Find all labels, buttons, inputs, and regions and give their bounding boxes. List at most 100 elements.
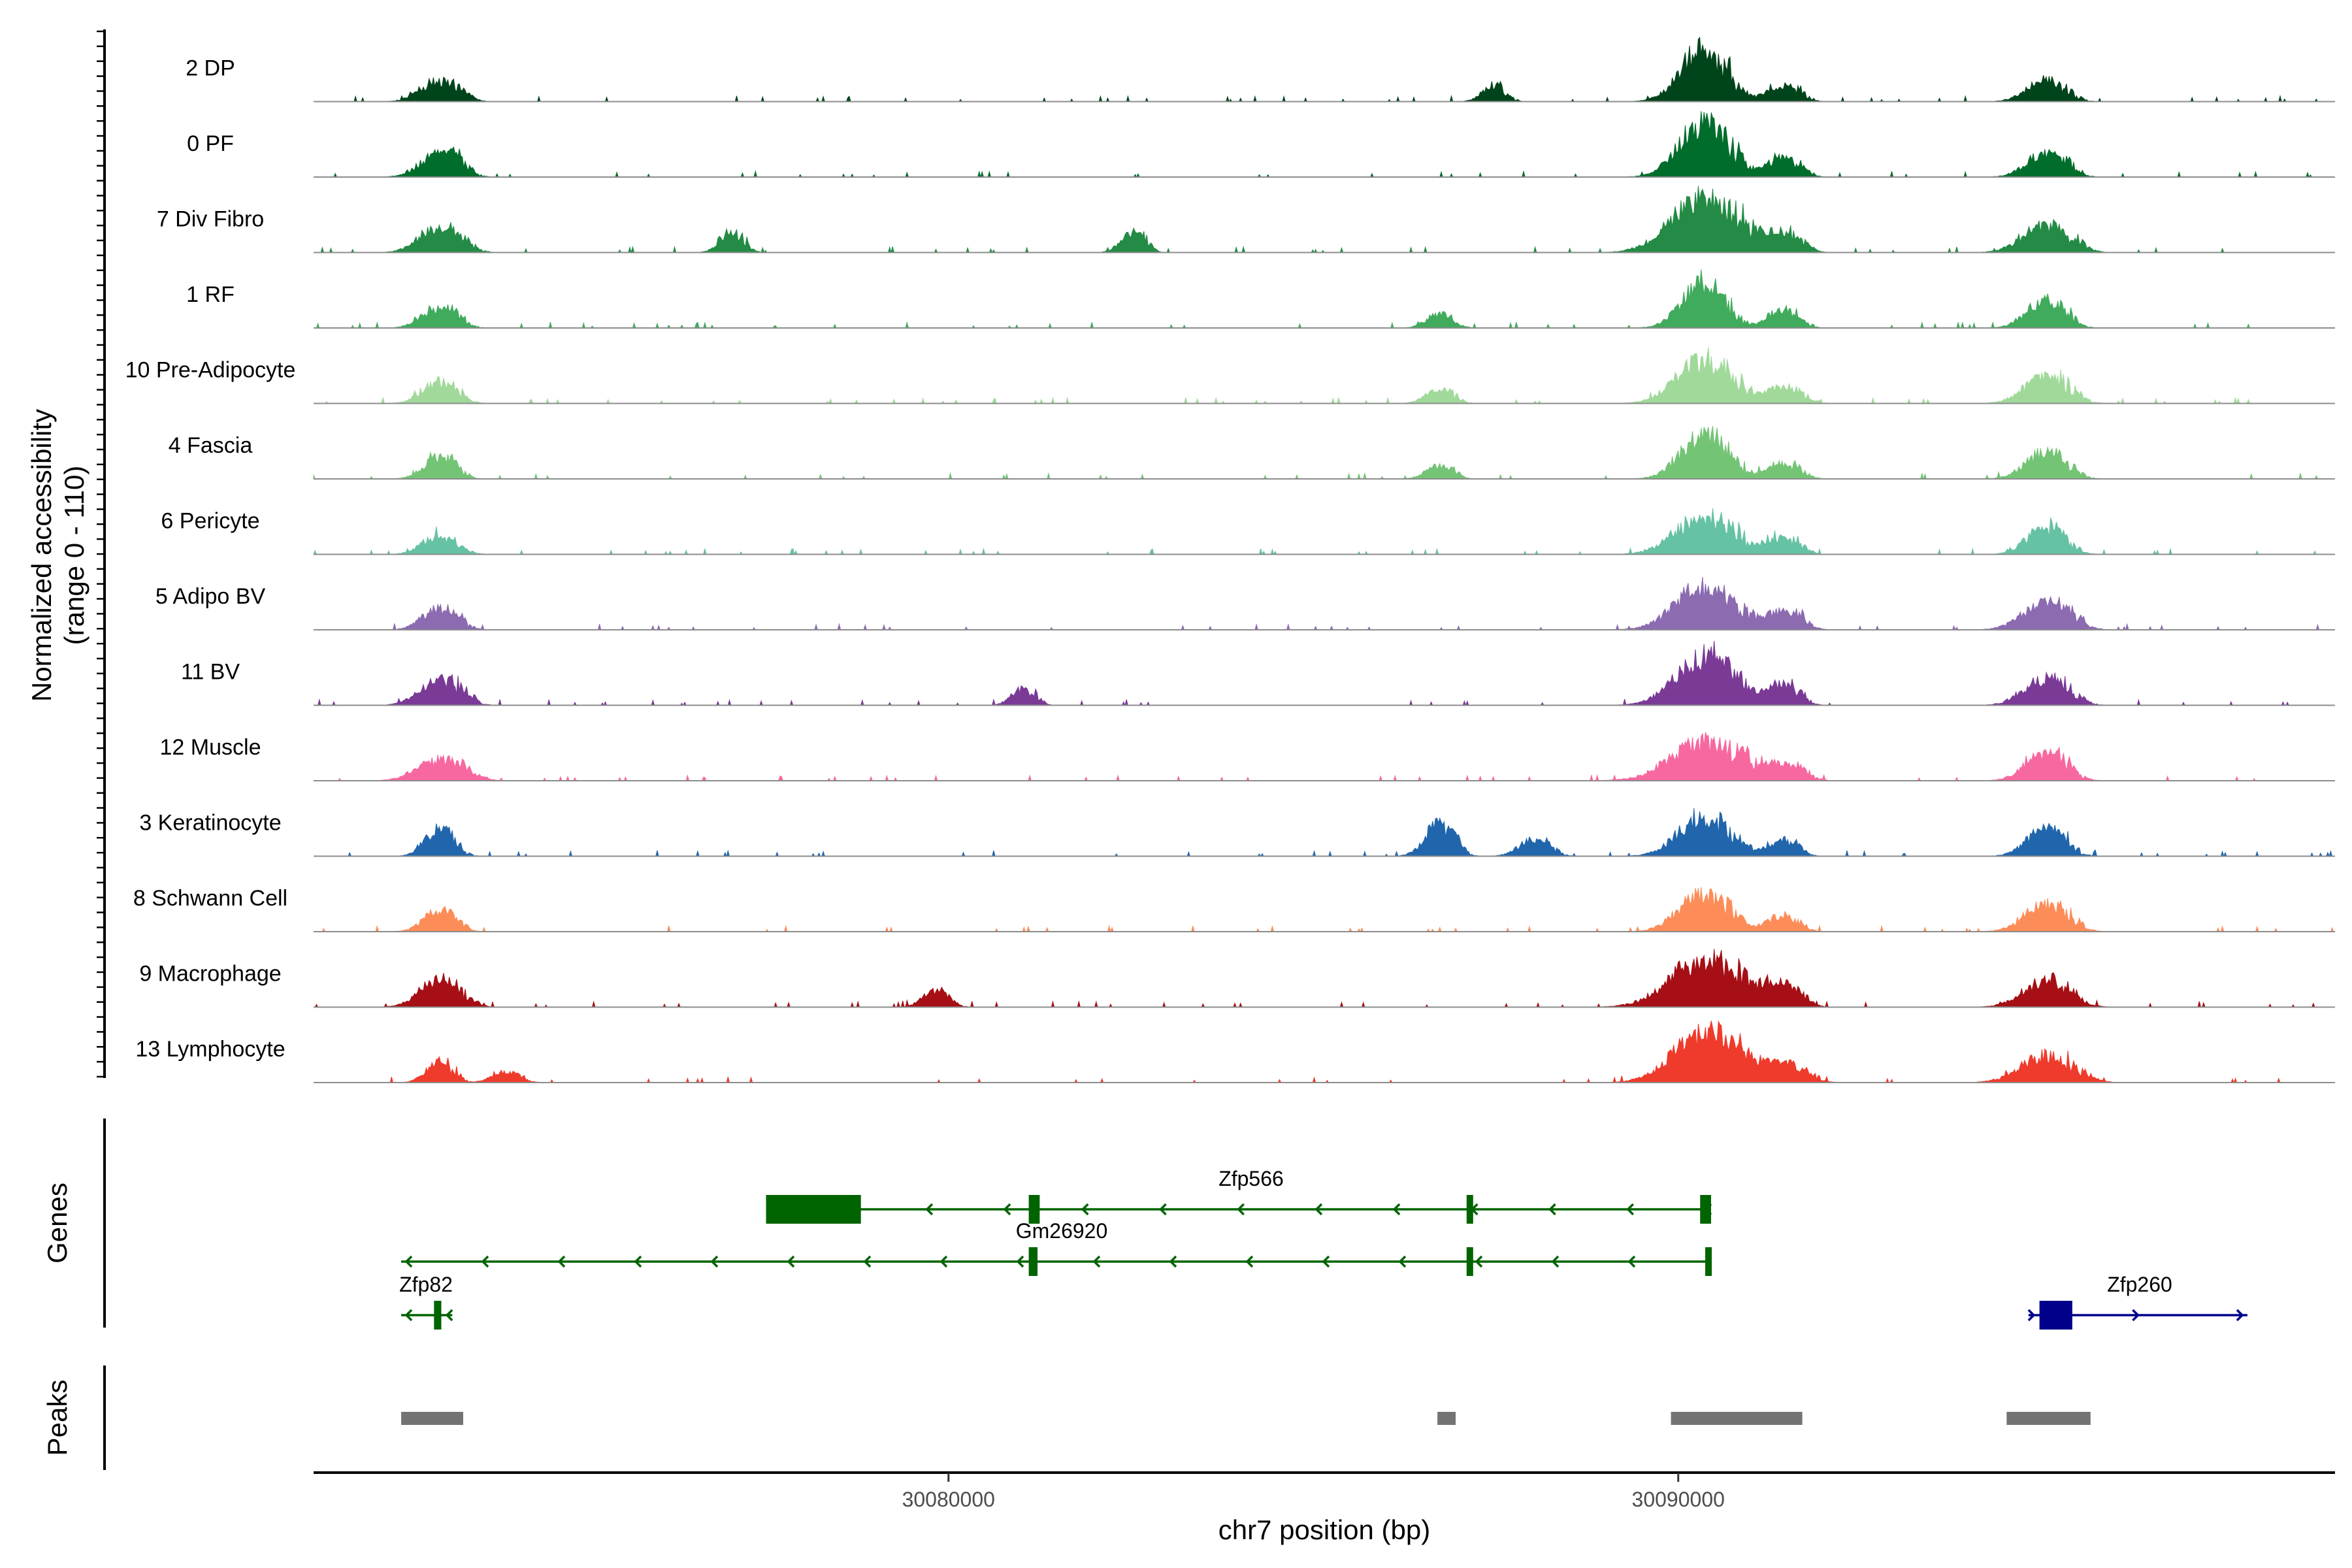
gene-annotation-panel: Zfp566 Gm26920 Zfp82 Zfp260 (399, 1167, 2247, 1330)
strand-arrow-icon (634, 1255, 642, 1268)
gene-exon (1700, 1195, 1711, 1224)
coverage-area (314, 887, 2335, 933)
strand-arrow-icon (2236, 1309, 2244, 1322)
track-label: 5 Adipo BV (155, 584, 266, 609)
strand-arrow-icon (1398, 1255, 1407, 1268)
gene-exon (1466, 1247, 1473, 1276)
coverage-track: 6 Pericyte (161, 508, 2335, 556)
track-label: 4 Fascia (169, 433, 253, 458)
coverage-area (314, 1020, 2335, 1084)
gene-model: Gm26920 (401, 1219, 1712, 1276)
strand-arrow-icon (1548, 1203, 1556, 1216)
gene-label: Zfp260 (2107, 1273, 2172, 1296)
coverage-area (313, 426, 2335, 480)
peak-region (1437, 1412, 1456, 1425)
gene-label: Zfp82 (399, 1273, 453, 1296)
strand-arrow-icon (1169, 1255, 1177, 1268)
track-label: 8 Schwann Cell (133, 886, 287, 911)
gene-model: Zfp82 (399, 1273, 453, 1330)
track-label: 11 BV (181, 660, 240, 685)
coverage-area (314, 808, 2335, 858)
track-label: 1 RF (186, 282, 235, 307)
coverage-track: 10 Pre-Adipocyte (125, 347, 2335, 405)
peak-regions-panel (401, 1412, 2091, 1425)
coverage-area (314, 640, 2335, 707)
coverage-area (314, 577, 2335, 631)
strand-arrow-icon (1159, 1203, 1167, 1216)
strand-arrow-icon (1626, 1203, 1635, 1216)
coverage-track: 13 Lymphocyte (135, 1020, 2335, 1084)
gene-exon (1028, 1195, 1040, 1224)
track-label: 12 Muscle (160, 735, 261, 760)
gene-exon (2039, 1301, 2072, 1330)
peak-region (2006, 1412, 2091, 1425)
x-axis: 30080000 30090000 (314, 1471, 2335, 1511)
gene-exon (1705, 1247, 1712, 1276)
x-tick-label: 30090000 (1632, 1488, 1725, 1511)
coverage-area (314, 732, 2335, 781)
coverage-track: 5 Adipo BV (155, 577, 2335, 631)
coverage-area (314, 269, 2335, 329)
coverage-track: 1 RF (186, 269, 2335, 329)
strand-arrow-icon (1315, 1203, 1323, 1216)
strand-arrow-icon (1016, 1255, 1024, 1268)
gene-label: Gm26920 (1016, 1219, 1108, 1243)
strand-arrow-icon (481, 1255, 489, 1268)
coverage-area (314, 186, 2335, 254)
gene-exon (1028, 1247, 1038, 1276)
strand-arrow-icon (925, 1203, 934, 1216)
strand-arrow-icon (557, 1255, 566, 1268)
x-tick-label: 30080000 (902, 1488, 995, 1511)
gene-model: Zfp260 (2027, 1273, 2247, 1330)
strand-arrow-icon (1627, 1255, 1636, 1268)
strand-arrow-icon (863, 1255, 872, 1268)
strand-arrow-icon (787, 1255, 795, 1268)
y-axis-range: (range 0 - 110) (59, 466, 90, 645)
coverage-track: 8 Schwann Cell (133, 886, 2335, 933)
track-label: 0 PF (187, 131, 234, 156)
coverage-tracks: 2 DP 0 PF 7 Div Fibro 1 RF 10 Pre-Adipocyte 4… (125, 37, 2335, 1084)
track-label: 7 Div Fibro (157, 207, 264, 232)
strand-arrow-icon (1237, 1203, 1245, 1216)
track-label: 13 Lymphocyte (135, 1037, 285, 1062)
coverage-track: 0 PF (187, 111, 2335, 178)
strand-arrow-icon (1551, 1255, 1560, 1268)
strand-arrow-icon (1081, 1203, 1089, 1216)
gene-model: Zfp566 (766, 1167, 1712, 1224)
coverage-area (313, 508, 2335, 556)
coverage-track: 3 Keratinocyte (139, 808, 2335, 858)
coverage-track: 2 DP (186, 37, 2335, 103)
coverage-area (314, 111, 2335, 178)
gene-exon (1466, 1195, 1473, 1224)
coverage-area (314, 949, 2335, 1008)
track-label: 9 Macrophage (139, 962, 281, 987)
coverage-area (314, 347, 2335, 405)
peak-region (1671, 1412, 1803, 1425)
strand-arrow-icon (2027, 1309, 2036, 1322)
strand-arrow-icon (2132, 1309, 2140, 1322)
strand-arrow-icon (1003, 1203, 1011, 1216)
track-label: 10 Pre-Adipocyte (125, 358, 296, 383)
strand-arrow-icon (404, 1255, 413, 1268)
gene-exon (434, 1301, 442, 1330)
genes-panel-label: Genes (42, 1183, 73, 1264)
coverage-area (314, 37, 2335, 103)
gene-label: Zfp566 (1218, 1167, 1284, 1190)
x-axis-title: chr7 position (bp) (1218, 1514, 1431, 1545)
coverage-track: 12 Muscle (160, 732, 2335, 781)
y-axis-title: Normalized accessibility (26, 409, 57, 702)
coverage-track: 11 BV (181, 640, 2335, 707)
track-label: 2 DP (186, 56, 235, 81)
strand-arrow-icon (939, 1255, 948, 1268)
track-label: 6 Pericyte (161, 509, 259, 534)
coverage-track: 4 Fascia (169, 426, 2335, 480)
strand-arrow-icon (710, 1255, 719, 1268)
strand-arrow-icon (1475, 1255, 1483, 1268)
coverage-y-axis-ticks (97, 30, 105, 1078)
peaks-panel-label: Peaks (42, 1380, 73, 1456)
gene-exon (766, 1195, 861, 1224)
track-label: 3 Keratinocyte (139, 811, 281, 836)
strand-arrow-icon (1092, 1255, 1101, 1268)
strand-arrow-icon (445, 1309, 453, 1322)
